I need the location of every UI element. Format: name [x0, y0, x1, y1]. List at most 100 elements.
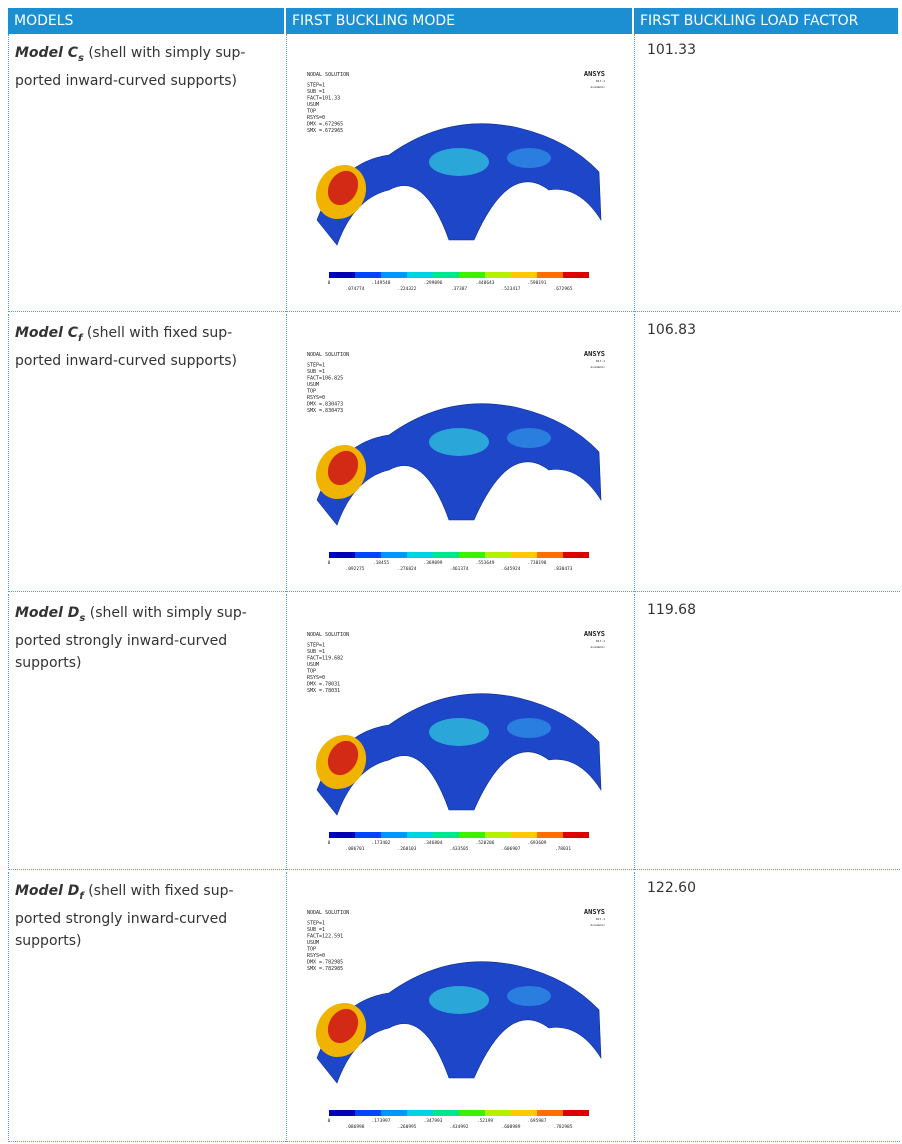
legend-swatch	[537, 1110, 563, 1116]
image-label: RSYS=0	[307, 675, 325, 681]
legend-swatch	[355, 272, 381, 278]
legend-value: .52199	[477, 1118, 494, 1124]
legend-swatch	[329, 272, 355, 278]
legend-value: .369099	[424, 560, 443, 566]
legend-value: 0	[328, 280, 331, 286]
image-label: RSYS=0	[307, 953, 325, 959]
mode-cell: NODAL SOLUTION STEP=1 SUB =1 FACT=101.33 USU…	[286, 34, 634, 312]
logo-text: ANSYS	[584, 350, 605, 358]
image-label: STEP=1	[307, 643, 325, 649]
legend-value: .830473	[554, 566, 573, 572]
model-description: (shell with simply sup-	[89, 605, 247, 621]
model-subscript: f	[79, 890, 84, 902]
legend-swatch	[537, 272, 563, 278]
model-description: (shell with simply sup-	[88, 45, 246, 61]
image-label: TOP	[307, 389, 316, 395]
legend-value: .520206	[476, 840, 495, 846]
legend-value: .276824	[398, 566, 417, 572]
arch-shading	[429, 428, 489, 456]
image-label: SMX =.830473	[307, 408, 343, 414]
legend-swatch	[381, 1110, 407, 1116]
logo-text: R17.1	[596, 639, 605, 643]
legend-swatch	[407, 272, 433, 278]
arch-shading	[507, 148, 551, 168]
legend-value: .092275	[346, 566, 365, 572]
legend-value: .738198	[528, 560, 547, 566]
image-label: TOP	[307, 947, 316, 953]
legend-value: .523417	[502, 286, 521, 292]
image-label: SMX =.782985	[307, 966, 343, 972]
model-description: ported inward-curved supports)	[15, 72, 237, 89]
legend-swatch	[355, 1110, 381, 1116]
image-label: SUB =1	[307, 927, 325, 933]
legend-value: .173997	[372, 1118, 391, 1124]
logo-text: Academic	[591, 645, 606, 649]
image-label: USUM	[307, 102, 319, 108]
logo-text: R17.1	[596, 79, 605, 83]
legend-swatch	[563, 272, 589, 278]
factor-cell: 122.60	[634, 872, 900, 1142]
image-label: FACT=101.33	[307, 96, 340, 102]
legend-value: .608989	[502, 1124, 521, 1130]
logo-text: Academic	[591, 85, 606, 89]
legend-swatch	[459, 272, 485, 278]
model-subscript: f	[78, 332, 83, 344]
legend-value: .433505	[450, 846, 469, 852]
legend-value: 0	[328, 840, 331, 846]
model-cell: Model Cf (shell with fixed sup-ported in…	[8, 314, 286, 592]
model-description: supports)	[15, 932, 82, 949]
legend-value: .37387	[451, 286, 468, 292]
column-header: FIRST BUCKLING LOAD FACTOR	[634, 8, 898, 34]
logo-text: R17.1	[596, 359, 605, 363]
legend-swatch	[485, 832, 511, 838]
legend-value: .074774	[346, 286, 365, 292]
legend-swatch	[433, 832, 459, 838]
logo-text: ANSYS	[584, 630, 605, 638]
image-label: TOP	[307, 109, 316, 115]
legend-swatch	[459, 832, 485, 838]
legend-value: .448643	[476, 280, 495, 286]
model-subscript: s	[79, 612, 86, 624]
logo-text: ANSYS	[584, 70, 605, 78]
image-label: STEP=1	[307, 921, 325, 927]
legend-value: .672965	[554, 286, 573, 292]
arch-shading	[327, 170, 359, 206]
legend-swatch	[511, 1110, 537, 1116]
legend-value: .224322	[398, 286, 417, 292]
mode-cell: NODAL SOLUTION STEP=1 SUB =1 FACT=122.591 US…	[286, 872, 634, 1142]
image-label: NODAL SOLUTION	[307, 352, 349, 358]
model-description: (shell with fixed sup-	[86, 325, 233, 341]
mode-cell: NODAL SOLUTION STEP=1 SUB =1 FACT=106.825 US…	[286, 314, 634, 592]
image-label: SMX =.672965	[307, 128, 343, 134]
legend-value: .782985	[554, 1124, 573, 1130]
model-description: ported inward-curved supports)	[15, 352, 237, 369]
image-label: NODAL SOLUTION	[307, 632, 349, 638]
model-name: Model C	[15, 45, 79, 61]
image-label: NODAL SOLUTION	[307, 910, 349, 916]
legend-value: .18455	[373, 560, 390, 566]
image-label: STEP=1	[307, 83, 325, 89]
legend-value: .695987	[528, 1118, 547, 1124]
legend-swatch	[381, 552, 407, 558]
legend-value: .434992	[450, 1124, 469, 1130]
image-label: DMX =.782985	[307, 960, 343, 966]
legend-swatch	[355, 832, 381, 838]
model-description: ported strongly inward-curved	[15, 632, 228, 649]
legend-value: .347993	[424, 1118, 443, 1124]
image-label: STEP=1	[307, 363, 325, 369]
legend-swatch	[563, 552, 589, 558]
load-factor: 106.83	[647, 322, 696, 338]
legend-swatch	[433, 1110, 459, 1116]
legend-value: .553649	[476, 560, 495, 566]
legend-value: .173402	[372, 840, 391, 846]
arch-shading	[507, 718, 551, 738]
arch-shading	[327, 450, 359, 486]
image-label: FACT=119.682	[307, 656, 343, 662]
factor-cell: 119.68	[634, 594, 900, 870]
image-label: RSYS=0	[307, 115, 325, 121]
legend-swatch	[485, 552, 511, 558]
